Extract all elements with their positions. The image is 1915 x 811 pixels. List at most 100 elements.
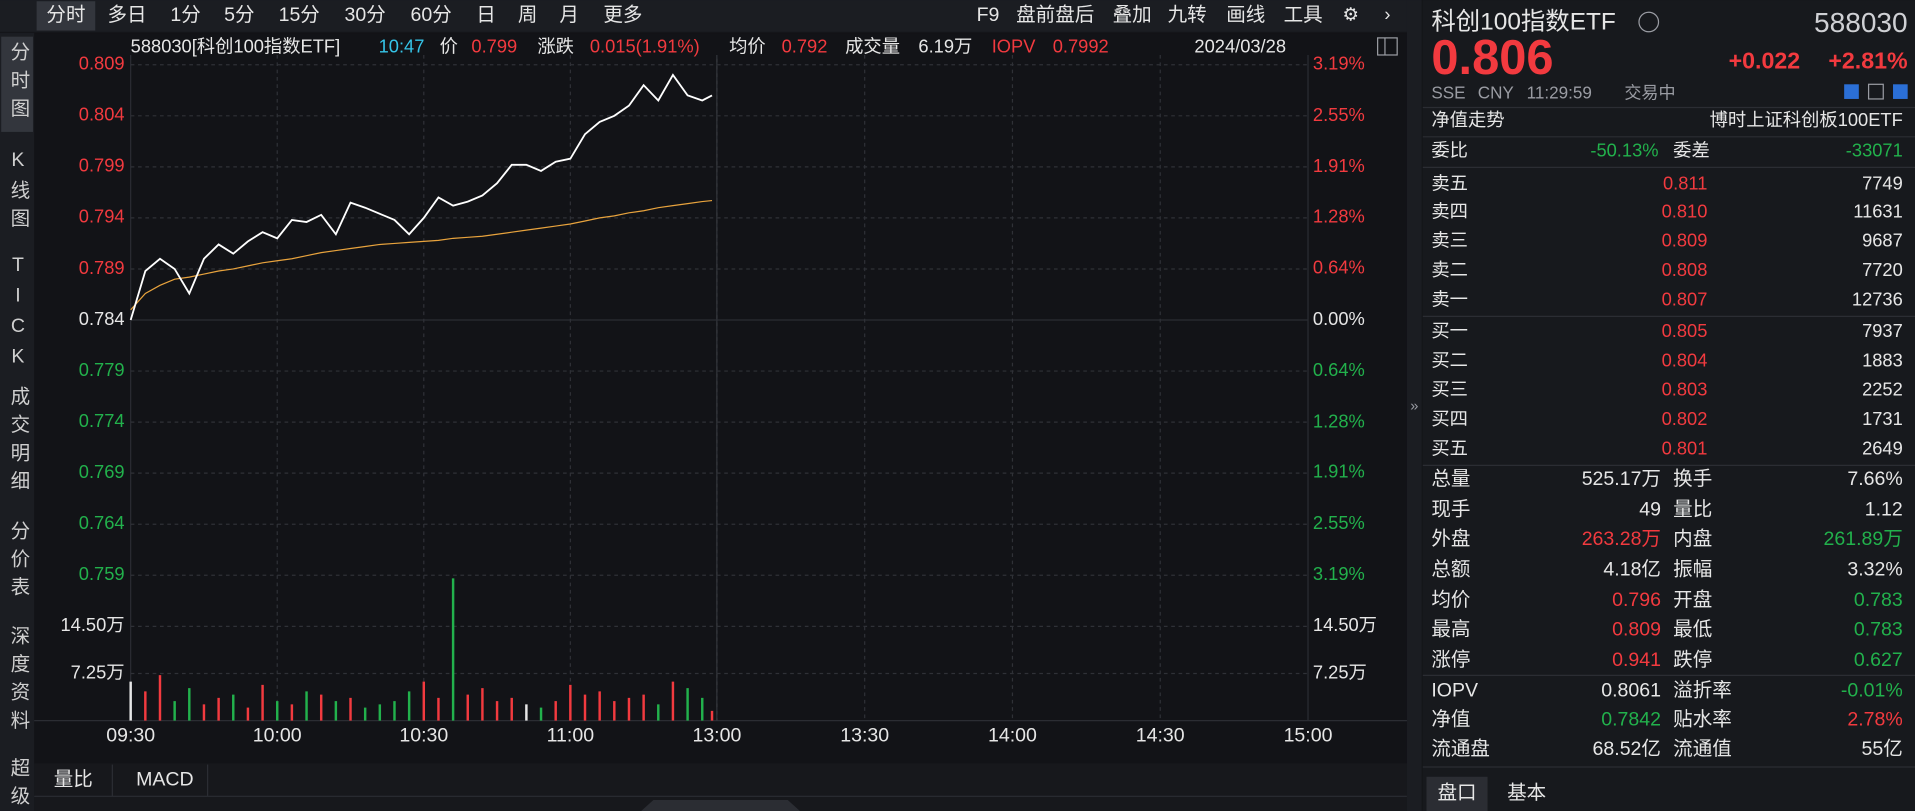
y2-tick-label: 2.55%: [1313, 104, 1365, 125]
book-label: 买一: [1431, 320, 1468, 341]
stat-label: 流通值: [1673, 738, 1732, 760]
stat-value: 261.89万: [1824, 528, 1903, 550]
chart-header: 588030[科创100指数ETF] 10:47 价 0.799 涨跌 0.01…: [131, 36, 1286, 57]
stat-label: 贴水率: [1673, 709, 1732, 731]
period-tab[interactable]: 分时: [46, 4, 85, 26]
y-tick-label: 0.769: [79, 461, 125, 482]
book-label: 卖四: [1431, 200, 1468, 221]
period-tab[interactable]: 月: [559, 4, 579, 26]
volume-bar: [525, 704, 528, 721]
tool-button[interactable]: F9: [977, 4, 1000, 26]
security-name: 科创100指数ETF: [1431, 9, 1615, 36]
volume-bar: [451, 578, 455, 721]
panel-tab[interactable]: 基本: [1507, 782, 1546, 804]
volume-bar: [495, 701, 499, 721]
y2-tick-label: 0.64%: [1313, 257, 1365, 278]
vol-tick-label: 7.25万: [71, 661, 125, 682]
side-tab[interactable]: 成交明细: [7, 386, 30, 498]
stat-value: 0.783: [1854, 589, 1903, 611]
change: 0.015(1.91%): [590, 36, 700, 57]
x-tick-label: 09:30: [106, 725, 155, 747]
period-tab[interactable]: 更多: [603, 4, 642, 26]
period-tab[interactable]: 日: [476, 4, 496, 26]
x-tick-label: 11:00: [547, 725, 595, 747]
volume-bar: [422, 681, 426, 721]
book-price: 0.809: [1662, 230, 1708, 251]
period-tab[interactable]: 30分: [345, 4, 386, 26]
tool-icon[interactable]: [1867, 83, 1884, 100]
volume-bar: [569, 684, 572, 721]
book-label: 卖三: [1431, 230, 1468, 251]
info-icon[interactable]: [1638, 11, 1660, 33]
tool-button[interactable]: 工具: [1284, 4, 1323, 26]
trade-status: 交易中: [1624, 84, 1675, 103]
x-tick-label: 13:30: [840, 725, 889, 747]
x-tick-label: 14:00: [988, 725, 1037, 747]
book-volume: 2649: [1862, 437, 1903, 458]
book-volume: 7749: [1862, 172, 1903, 193]
settings-icon[interactable]: ⚙: [1343, 4, 1359, 25]
market: SSE: [1431, 84, 1465, 103]
label: IOPV: [992, 36, 1037, 57]
indicator-tab[interactable]: 量比: [54, 769, 93, 791]
y-tick-label: 0.799: [79, 155, 125, 176]
volume-bar: [481, 688, 484, 721]
panel-tab[interactable]: 盘口: [1437, 782, 1476, 804]
price: 0.799: [471, 36, 517, 57]
code-name: 588030[科创100指数ETF]: [131, 36, 340, 57]
period-tab[interactable]: 多日: [107, 4, 146, 26]
y-tick-label: 0.809: [79, 53, 125, 74]
book-volume: 1731: [1862, 408, 1903, 429]
period-tab[interactable]: 60分: [410, 4, 451, 26]
y2-tick-label: 1.91%: [1313, 461, 1365, 482]
stat-label: 溢折率: [1673, 679, 1732, 701]
volume-bar: [466, 694, 469, 721]
side-tab[interactable]: TICK: [7, 254, 29, 376]
tool-button[interactable]: 叠加: [1113, 4, 1152, 26]
volume-bar: [407, 691, 411, 721]
period-tab[interactable]: 15分: [279, 4, 320, 26]
pct-change: +2.81%: [1828, 47, 1907, 73]
stat-label: 振幅: [1673, 559, 1712, 581]
stat-label: IOPV: [1431, 679, 1478, 701]
layout-icon[interactable]: [1377, 37, 1398, 56]
price-change: +0.022: [1729, 47, 1801, 73]
book-volume: 1883: [1862, 349, 1903, 370]
x-tick-label: 10:00: [253, 725, 302, 747]
volume-bar: [613, 701, 616, 721]
stat-value: 0.7842: [1601, 709, 1661, 731]
tool-icon[interactable]: [1893, 84, 1908, 99]
period-tab[interactable]: 1分: [170, 4, 200, 26]
indicator-tab[interactable]: MACD: [136, 769, 194, 791]
splitter[interactable]: [1406, 0, 1422, 811]
side-tab[interactable]: 深度资料: [7, 625, 30, 737]
chart-panel: [34, 33, 1407, 764]
stat-value: 525.17万: [1582, 468, 1661, 490]
volume-bar: [583, 694, 587, 721]
tool-button[interactable]: 盘前盘后: [1016, 4, 1094, 26]
side-tab[interactable]: 分时图: [7, 42, 30, 126]
side-tab[interactable]: 超级: [7, 757, 30, 811]
ratio-value: -50.13%: [1590, 139, 1658, 160]
book-price: 0.802: [1662, 408, 1708, 429]
side-tab[interactable]: 分价表: [7, 520, 30, 604]
tool-button[interactable]: 画线: [1226, 4, 1265, 26]
period-tab[interactable]: 5分: [224, 4, 254, 26]
book-label: 卖五: [1431, 172, 1468, 193]
period-tab[interactable]: 周: [518, 4, 538, 26]
x-tick-label: 13:00: [692, 725, 741, 747]
y-tick-label: 0.774: [79, 410, 125, 431]
next-icon[interactable]: ›: [1384, 4, 1390, 25]
book-price: 0.808: [1662, 259, 1708, 280]
price-line: [129, 73, 713, 321]
volume-bar: [539, 707, 543, 721]
nav-label[interactable]: 净值走势: [1431, 109, 1504, 130]
tool-icon[interactable]: [1844, 84, 1859, 99]
sidebar: [0, 33, 35, 811]
side-tab[interactable]: K线图: [7, 149, 30, 236]
expand-icon[interactable]: »: [1410, 399, 1418, 415]
collapse-handle[interactable]: [641, 799, 800, 811]
tool-button[interactable]: 九转: [1168, 4, 1207, 26]
